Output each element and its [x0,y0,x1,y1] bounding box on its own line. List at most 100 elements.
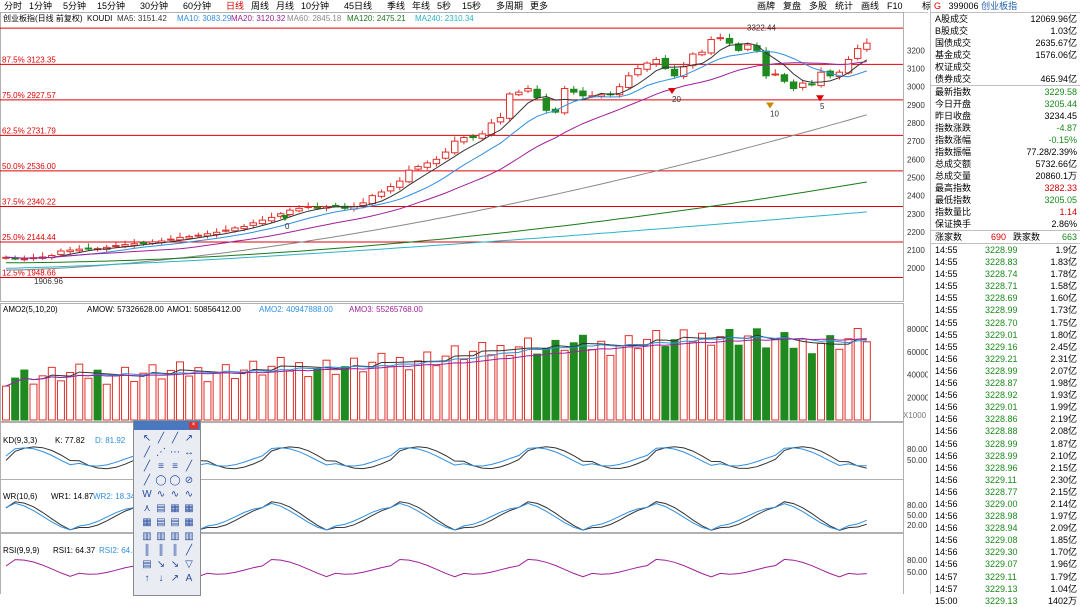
drawing-tool-icon[interactable]: ▤ [170,517,180,528]
drawing-tool-icon[interactable]: ╱ [143,461,151,472]
candle[interactable] [130,243,138,246]
toolbar-button[interactable]: 统计 [835,1,854,11]
period-tab[interactable]: 更多 [530,1,549,11]
toolbar-button[interactable]: F10 [887,1,903,11]
candle[interactable] [716,37,725,40]
candle[interactable] [359,202,367,206]
candle[interactable] [451,140,459,154]
candle[interactable] [176,236,184,241]
drawing-tool-icon[interactable]: ⊘ [184,475,194,486]
candle[interactable] [139,242,148,245]
drawing-tool-icon[interactable]: ↗ [170,573,180,584]
drawing-tool-icon[interactable]: ◯ [155,475,167,486]
candle[interactable] [469,135,477,139]
drawing-tool-icon[interactable]: ▦ [184,503,194,514]
candle[interactable] [66,249,74,253]
candle[interactable] [75,248,83,252]
drawing-tool-icon[interactable]: ↘ [156,559,166,570]
candle[interactable] [689,53,697,67]
drawing-tool-icon[interactable]: ↑ [144,573,150,584]
period-tab[interactable]: 15秒 [462,1,482,11]
drawing-tool-icon[interactable]: ↖ [142,433,152,444]
candle[interactable] [698,51,706,56]
period-tab[interactable]: 5秒 [437,1,452,11]
toolbar-button[interactable]: 多股 [809,1,828,11]
period-tab[interactable]: 45日线 [344,1,373,11]
candle[interactable] [542,97,551,111]
period-tab[interactable]: 月线 [276,1,295,11]
drawing-tool-icon[interactable]: ╱ [171,433,179,444]
candle[interactable] [496,117,505,123]
candle[interactable] [799,82,807,88]
drawing-tool-palette[interactable]: × ↖ ╱ ╱ ↗ ╱ ⋰ ⋯ ↔ ╱ ≡ ≡ ╱ ╱ ◯ ◯ ⊘ W ∿ ∿ ∿ ⋏ ▤ ▦ ▦ ▦ ▤ ▤ ▦ ▥ ▥ ▥ ▥ ║ ║ ║ ╱ ▤ ↘… [133,420,201,596]
drawing-tool-icon[interactable]: ⋯ [170,447,180,458]
candle[interactable] [368,195,377,205]
candle[interactable] [478,133,486,139]
candle[interactable] [194,234,203,237]
candle[interactable] [258,219,267,225]
period-tab[interactable]: 多周期 [496,1,524,11]
period-tab[interactable]: 15分钟 [97,1,126,11]
drawing-tool-icon[interactable]: ▽ [185,559,193,570]
candle[interactable] [780,74,789,82]
candle[interactable] [863,42,871,50]
period-tab[interactable]: 季线 [387,1,406,11]
palette-titlebar[interactable] [134,421,200,430]
toolbar-button[interactable]: 画线 [861,1,880,11]
period-tab[interactable]: 1分钟 [29,1,53,11]
candle[interactable] [286,209,294,215]
drawing-tool-icon[interactable]: ↗ [184,433,194,444]
candle[interactable] [112,245,120,248]
candle[interactable] [20,258,29,261]
candle[interactable] [570,88,578,93]
drawing-tool-icon[interactable]: ∿ [170,489,180,500]
drawing-tool-icon[interactable]: A [185,573,193,584]
candle[interactable] [808,83,816,86]
candle[interactable] [725,37,734,44]
drawing-tool-icon[interactable]: ▤ [156,517,166,528]
kline-chart-area[interactable]: 创业板指(日线 前复权) KOUDI MA5: 3151.42 MA10: 3083.… [0,12,928,594]
drawing-tool-icon[interactable]: ◯ [169,475,181,486]
candle[interactable] [386,186,395,192]
candle[interactable] [734,43,743,51]
candle[interactable] [744,44,752,50]
candle[interactable] [753,45,761,51]
period-tab[interactable]: 分时 [4,1,23,11]
drawing-tool-icon[interactable]: ↓ [158,573,164,584]
candle[interactable] [505,93,514,119]
candle[interactable] [771,73,779,76]
candle[interactable] [222,229,230,232]
candle[interactable] [707,39,715,54]
candle[interactable] [625,75,633,88]
drawing-tool-icon[interactable]: ╱ [185,545,193,556]
drawing-tool-icon[interactable]: ∿ [156,489,166,500]
candle[interactable] [377,191,386,197]
candle[interactable] [405,169,413,183]
period-tab[interactable]: 60分钟 [183,1,212,11]
drawing-tool-icon[interactable]: ↘ [170,559,180,570]
drawing-tool-icon[interactable]: ▥ [184,531,194,542]
candle[interactable] [396,180,404,188]
drawing-tool-icon[interactable]: ▥ [142,531,152,542]
candle[interactable] [661,57,670,70]
candle[interactable] [597,94,605,98]
drawing-tool-icon[interactable]: ╱ [143,475,151,486]
candle[interactable] [167,238,175,241]
candle[interactable] [615,86,624,96]
drawing-tool-icon[interactable]: ↔ [184,447,194,458]
candle[interactable] [185,235,193,239]
candle[interactable] [212,231,221,235]
candle[interactable] [853,48,862,59]
candle[interactable] [249,222,257,226]
candle[interactable] [304,206,312,209]
candle[interactable] [313,206,322,209]
candle[interactable] [560,88,569,114]
drawing-tool-icon[interactable]: ▦ [184,517,194,528]
drawing-tool-icon[interactable]: ╱ [157,433,165,444]
candle[interactable] [423,162,431,168]
candle[interactable] [524,88,532,92]
candle[interactable] [652,58,660,65]
candle[interactable] [670,68,679,77]
candle[interactable] [533,88,541,99]
period-tab[interactable]: 日线 [226,1,245,11]
